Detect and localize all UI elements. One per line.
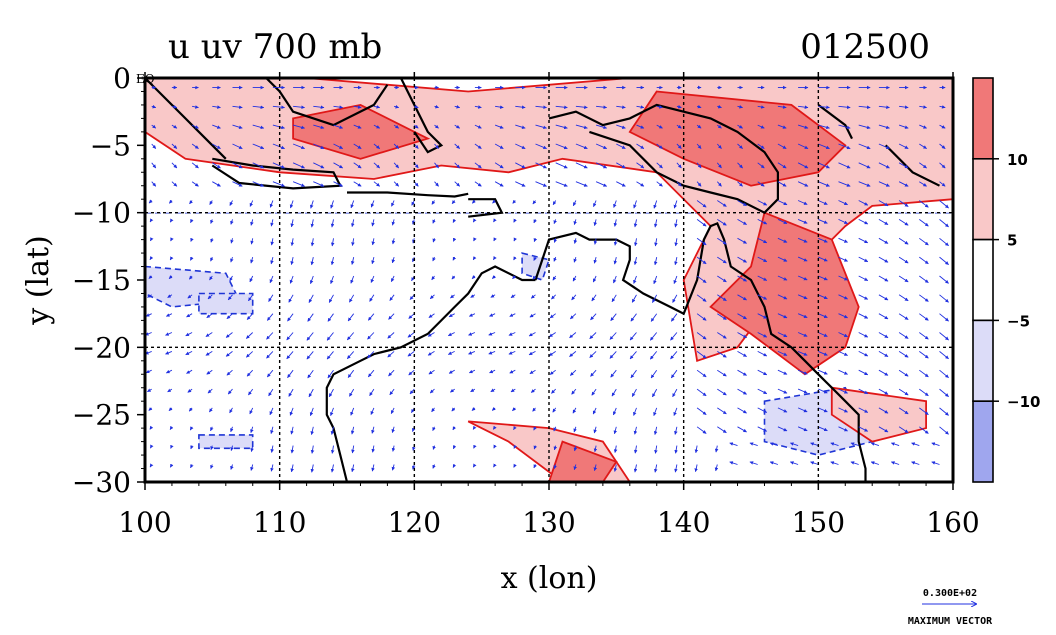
colorbar-segment bbox=[973, 320, 993, 401]
y-tick-label: −5 bbox=[90, 129, 131, 162]
y-axis-ticks: 0 −5 −10 −15 −20 −25 −30 bbox=[72, 62, 145, 499]
negative-u-region bbox=[199, 435, 253, 448]
colorbar-tick-label: −10 bbox=[1007, 393, 1040, 411]
x-tick-label: 120 bbox=[388, 506, 441, 539]
y-tick-label: 0 bbox=[113, 62, 131, 95]
x-axis-label: x (lon) bbox=[501, 561, 598, 596]
chart-timestamp: 012500 bbox=[800, 27, 930, 67]
vector-scale-key: 0.300E+02 MAXIMUM VECTOR bbox=[908, 588, 993, 627]
colorbar-tick-label: 5 bbox=[1007, 232, 1017, 250]
negative-u-region bbox=[199, 294, 253, 314]
colorbar-tick-label: −5 bbox=[1007, 312, 1030, 330]
chart-title: u uv 700 mb bbox=[168, 27, 382, 67]
vector-scale-value: 0.300E+02 bbox=[923, 588, 977, 599]
y-axis-label: y (lat) bbox=[21, 235, 56, 325]
colorbar bbox=[973, 78, 993, 482]
eq-label: EQ bbox=[136, 72, 155, 86]
x-tick-label: 140 bbox=[657, 506, 710, 539]
colorbar-segment bbox=[973, 240, 993, 321]
x-tick-label: 150 bbox=[792, 506, 845, 539]
colorbar-tick-label: 10 bbox=[1007, 151, 1028, 169]
vector-scale-label: MAXIMUM VECTOR bbox=[908, 616, 993, 627]
x-tick-label: 110 bbox=[253, 506, 306, 539]
y-tick-label: −25 bbox=[72, 399, 131, 432]
colorbar-segment bbox=[973, 401, 993, 482]
colorbar-segment bbox=[973, 78, 993, 159]
y-tick-label: −10 bbox=[72, 197, 131, 230]
colorbar-segment bbox=[973, 159, 993, 240]
y-tick-label: −30 bbox=[72, 466, 131, 499]
y-tick-label: −20 bbox=[72, 331, 131, 364]
x-tick-label: 130 bbox=[522, 506, 575, 539]
y-tick-label: −15 bbox=[72, 264, 131, 297]
x-tick-label: 100 bbox=[118, 506, 171, 539]
x-tick-label: 160 bbox=[926, 506, 979, 539]
colorbar-labels: 10 5 −5 −10 bbox=[993, 151, 1040, 411]
